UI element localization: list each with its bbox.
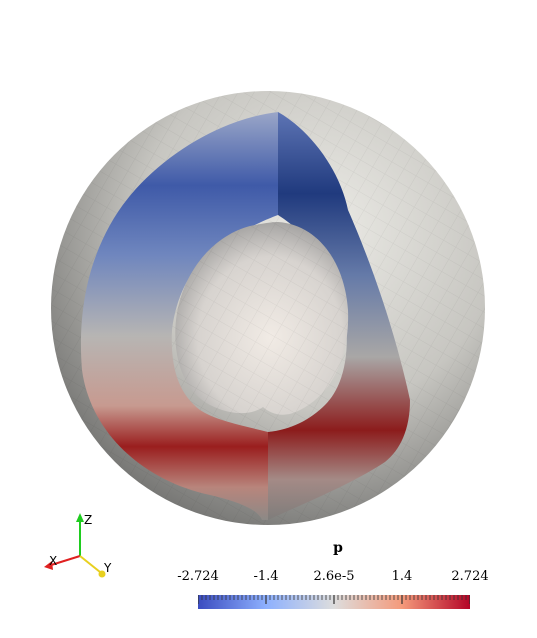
- color-legend-tick: 2.6e-5: [313, 569, 355, 584]
- color-legend-bar: [198, 595, 470, 609]
- color-legend-tick: 2.724: [451, 569, 489, 584]
- color-legend-tick: -2.724: [177, 569, 219, 584]
- orientation-axes[interactable]: Z X Y: [44, 513, 112, 578]
- y-axis-arrow-icon: [98, 570, 106, 578]
- y-axis-line: [79, 555, 101, 573]
- cut-face-right: [268, 112, 410, 520]
- color-legend-tick: -1.4: [253, 569, 279, 584]
- x-axis-arrow-icon: [44, 561, 53, 570]
- y-axis-label: Y: [103, 561, 112, 575]
- cut-face-left: [80, 112, 279, 520]
- inner-hollow-facets: [175, 222, 349, 415]
- x-axis-line: [47, 555, 81, 567]
- color-legend-tick: 1.4: [391, 569, 413, 584]
- x-axis-label: X: [49, 554, 57, 568]
- color-legend[interactable]: p -2.724 -1.4 2.6e-5 1.4 2.724: [170, 540, 500, 620]
- color-legend-title: p: [333, 540, 343, 556]
- z-axis-arrow-icon: [76, 513, 84, 522]
- z-axis-label: Z: [84, 513, 92, 527]
